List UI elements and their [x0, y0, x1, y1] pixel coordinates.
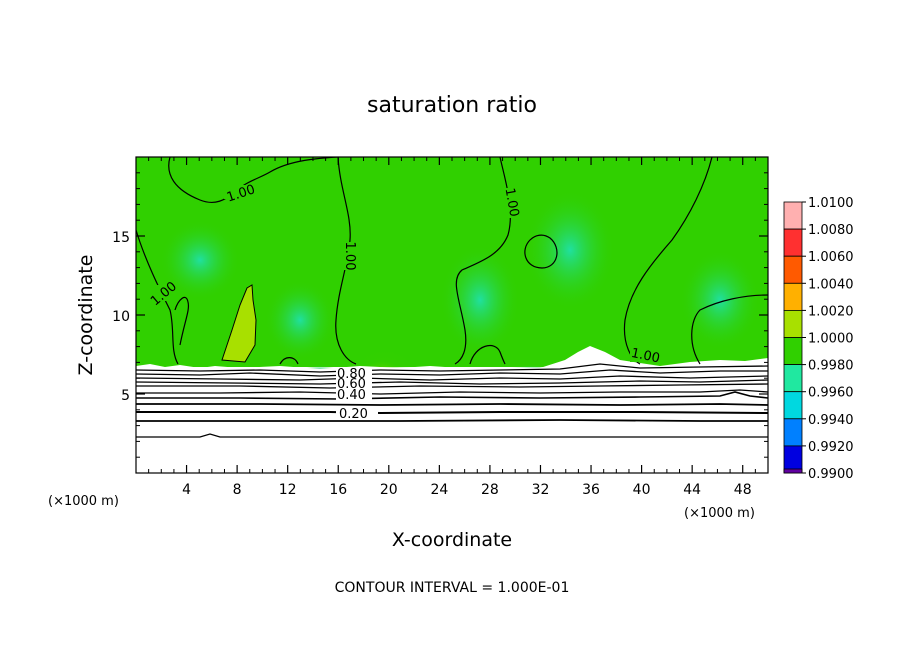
contour-labels: 1.00 1.00 1.00 1.00 1.00 0.80 0.60 0.40 … — [148, 182, 664, 422]
contour-label: 0.20 — [339, 407, 368, 422]
field-teal-patch — [160, 220, 240, 300]
x-tick-label: 36 — [582, 482, 600, 498]
x-tick-label: 24 — [430, 482, 448, 498]
colorbar-swatch — [783, 255, 803, 284]
y-tick-label: 5 — [121, 388, 130, 404]
colorbar-swatch — [783, 391, 803, 420]
colorbar-level-label: 0.9960 — [808, 386, 854, 401]
contour-label: 1.00 — [630, 346, 661, 367]
y-unit-label: (×1000 m) — [48, 494, 119, 509]
x-tick-label: 28 — [481, 482, 499, 498]
colorbar-swatch — [783, 282, 803, 311]
layer-contours — [136, 363, 768, 438]
colorbar-level-label: 1.0020 — [808, 304, 854, 319]
colorbar-level-label: 0.9900 — [808, 467, 854, 482]
plot-area — [136, 157, 768, 473]
x-tick-label: 16 — [329, 482, 347, 498]
colorbar-level-label: 0.9940 — [808, 413, 854, 428]
field-teal-patch — [525, 190, 615, 310]
colorbar-level-label: 1.0040 — [808, 277, 854, 292]
field-teal-patch — [680, 250, 760, 350]
x-tick-label: 48 — [734, 482, 752, 498]
colorbar-level-label: 1.0000 — [808, 332, 854, 347]
y-axis-label: Z-coordinate — [75, 255, 97, 376]
x-tick-label: 32 — [532, 482, 550, 498]
colorbar-swatch — [783, 309, 803, 338]
colorbar-swatch — [783, 468, 803, 474]
colorbar-swatch — [783, 228, 803, 257]
colorbar-level-label: 1.0060 — [808, 250, 854, 265]
x-tick-label: 44 — [683, 482, 701, 498]
x-unit-label: (×1000 m) — [684, 506, 755, 521]
colorbar-swatch — [783, 201, 803, 230]
x-tick-label: 8 — [233, 482, 242, 498]
contour-interval-note: CONTOUR INTERVAL = 1.000E-01 — [335, 580, 570, 596]
colorbar: 1.0100 1.0080 1.0060 1.0040 1.0020 1.0000 0.99… — [783, 196, 854, 482]
contour-label: 1.00 — [342, 242, 357, 271]
contour-label: 0.40 — [337, 388, 366, 403]
colorbar-swatch — [783, 418, 803, 447]
subsaturated-layer — [136, 346, 768, 473]
colorbar-level-label: 1.0080 — [808, 223, 854, 238]
x-tick-label: 12 — [279, 482, 297, 498]
colorbar-swatch — [783, 364, 803, 393]
x-axis-label: X-coordinate — [392, 529, 512, 551]
y-tick-label: 15 — [112, 230, 130, 246]
colorbar-level-label: 1.0100 — [808, 196, 854, 211]
y-tick-label: 10 — [112, 309, 130, 325]
field-tongue — [221, 284, 257, 363]
colorbar-swatch — [783, 337, 803, 366]
x-tick-label: 40 — [633, 482, 651, 498]
contour-label: 1.00 — [502, 187, 522, 218]
x-tick-label: 4 — [182, 482, 191, 498]
x-tick-label: 20 — [380, 482, 398, 498]
colorbar-level-label: 0.9980 — [808, 359, 854, 374]
colorbar-level-label: 0.9920 — [808, 440, 854, 455]
field-teal-patch — [265, 280, 335, 360]
chart-title: saturation ratio — [367, 93, 537, 118]
